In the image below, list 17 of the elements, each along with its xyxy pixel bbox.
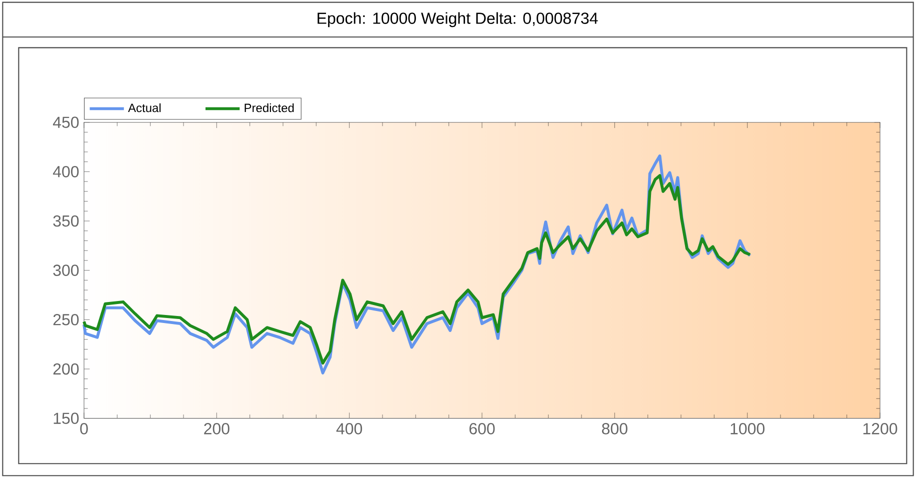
- x-tick-label: 0: [80, 423, 88, 434]
- chart-title: Epoch: 10000 Weight Delta: 0,0008734: [318, 12, 598, 28]
- x-tick-label: 600: [469, 423, 495, 434]
- y-tick-label: 250: [53, 314, 79, 326]
- y-tick-label: 400: [52, 166, 79, 178]
- legend-label: Actual: [128, 103, 161, 112]
- y-tick-label: 150: [54, 412, 79, 424]
- y-tick-label: 300: [53, 264, 79, 276]
- legend-label: Predicted: [244, 103, 294, 112]
- y-tick-label: 350: [53, 215, 79, 227]
- y-tick-label: 200: [53, 363, 79, 375]
- x-tick-label: 800: [602, 423, 628, 434]
- x-tick-label: 1200: [863, 423, 898, 434]
- x-tick-label: 200: [204, 423, 230, 434]
- x-tick-label: 1000: [730, 423, 765, 434]
- x-tick-label: 400: [336, 423, 362, 434]
- y-tick-label: 450: [52, 116, 79, 128]
